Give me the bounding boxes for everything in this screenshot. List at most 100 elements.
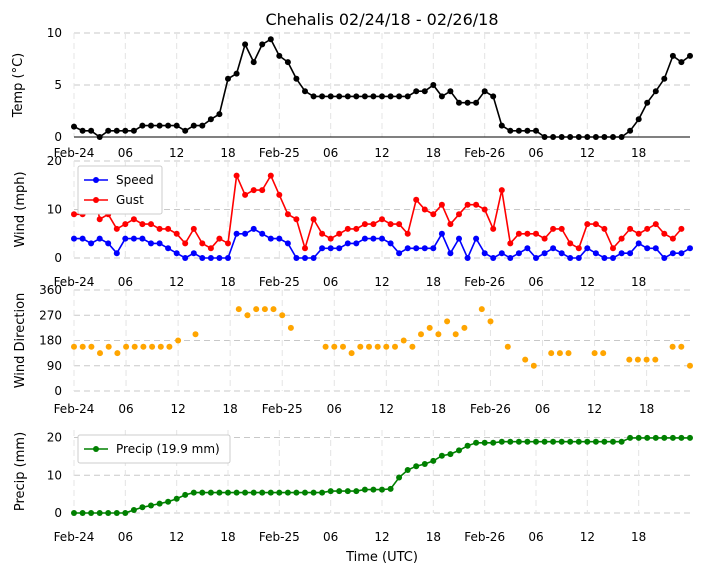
data-point: [88, 343, 95, 350]
data-point: [591, 350, 598, 357]
data-point: [148, 221, 154, 228]
data-point: [567, 134, 574, 140]
data-point: [481, 250, 488, 257]
data-point: [250, 59, 257, 66]
data-point: [379, 216, 385, 223]
data-point: [310, 216, 317, 223]
data-point: [156, 240, 163, 247]
data-point: [148, 240, 154, 247]
data-point: [327, 235, 334, 242]
data-point: [216, 255, 223, 261]
data-point: [122, 221, 129, 228]
data-point: [130, 216, 137, 223]
y-axis-label: Temp (°C): [11, 53, 26, 119]
data-point: [396, 221, 403, 228]
data-point: [678, 343, 685, 350]
data-point: [71, 510, 77, 516]
x-tick-label: 06: [528, 530, 543, 544]
data-point: [575, 134, 582, 140]
data-point: [130, 507, 137, 513]
data-point: [173, 250, 180, 257]
data-point: [353, 240, 360, 247]
data-point: [584, 221, 591, 228]
x-tick-label: Feb-25: [259, 275, 300, 289]
data-point: [661, 255, 668, 261]
data-point: [618, 235, 625, 242]
data-point: [190, 225, 197, 232]
data-point: [464, 201, 471, 208]
data-point: [140, 343, 147, 350]
data-point: [687, 362, 693, 369]
data-point: [105, 343, 112, 350]
data-point: [148, 122, 154, 129]
data-point: [192, 331, 199, 338]
x-tick-label: Feb-24: [54, 530, 95, 544]
data-point: [97, 350, 103, 357]
data-point: [319, 489, 326, 496]
data-point: [426, 324, 433, 331]
data-point: [225, 75, 231, 82]
data-point: [635, 240, 642, 247]
data-point: [182, 240, 189, 247]
data-point: [452, 331, 459, 338]
data-point: [279, 312, 286, 319]
data-point: [584, 134, 591, 140]
data-point: [643, 356, 650, 363]
x-axis-label: Time (UTC): [345, 550, 418, 565]
data-point: [370, 486, 377, 493]
data-point: [490, 93, 497, 100]
data-point: [438, 452, 445, 459]
data-point: [88, 127, 95, 134]
data-point: [473, 235, 480, 242]
data-point: [225, 240, 231, 247]
x-tick-label: 12: [580, 275, 595, 289]
data-point: [284, 240, 291, 247]
data-point: [216, 235, 223, 242]
data-point: [387, 240, 394, 247]
data-point: [461, 324, 468, 331]
data-point: [507, 127, 514, 134]
x-tick-label: Feb-26: [464, 530, 505, 544]
y-tick-label: 0: [54, 130, 62, 144]
x-tick-label: 12: [587, 402, 602, 416]
data-point: [139, 504, 146, 511]
data-point: [130, 127, 137, 134]
data-point: [618, 134, 625, 140]
data-point: [165, 225, 172, 232]
data-point: [438, 201, 445, 208]
data-point: [644, 245, 651, 252]
x-tick-label: 06: [118, 530, 133, 544]
data-point: [165, 122, 172, 129]
data-point: [182, 127, 189, 134]
data-point: [114, 350, 121, 357]
data-point: [96, 216, 103, 223]
data-point: [558, 438, 565, 445]
data-point: [302, 245, 308, 252]
data-point: [331, 343, 338, 350]
data-point: [250, 489, 257, 496]
data-point: [71, 343, 77, 350]
data-point: [430, 457, 437, 464]
data-point: [487, 318, 494, 325]
data-point: [175, 337, 182, 344]
data-point: [156, 225, 163, 232]
data-point: [379, 93, 385, 100]
data-point: [481, 88, 488, 95]
data-point: [498, 187, 505, 194]
legend-box: [77, 434, 231, 464]
data-point: [287, 324, 294, 331]
data-point: [548, 350, 555, 357]
data-point: [71, 235, 77, 242]
data-point: [113, 127, 120, 134]
data-point: [336, 93, 343, 100]
data-point: [79, 235, 86, 242]
x-tick-label: 18: [220, 275, 235, 289]
data-point: [353, 93, 360, 100]
data-point: [250, 187, 257, 194]
data-point: [353, 488, 360, 495]
data-point: [669, 343, 676, 350]
y-axis-label: Wind (mph): [13, 171, 28, 247]
data-point: [113, 250, 120, 257]
data-point: [190, 122, 197, 129]
